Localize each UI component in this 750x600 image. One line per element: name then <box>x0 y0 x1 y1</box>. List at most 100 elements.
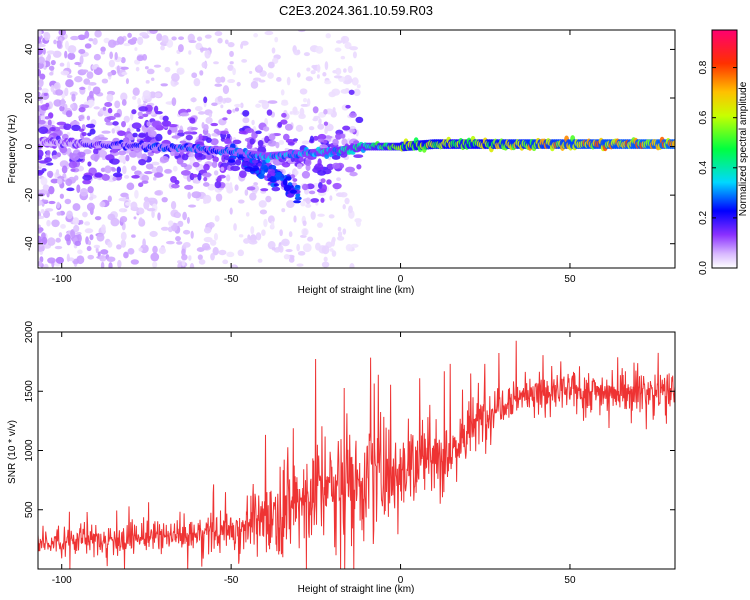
spectrogram-cell <box>120 231 127 241</box>
spectrogram-cell <box>38 30 42 37</box>
spectrogram-cell <box>87 161 92 167</box>
spectrogram-cell <box>164 169 172 174</box>
spectrogram-cell <box>78 106 86 113</box>
spectrogram-cell <box>293 49 301 56</box>
spectrogram-cell <box>121 71 128 76</box>
spectrogram-cell <box>89 90 94 99</box>
spectrogram-cell <box>348 89 355 95</box>
spectrogram-cell <box>125 78 129 85</box>
spectrogram-cell <box>71 124 81 132</box>
spectrogram-cell <box>132 95 137 100</box>
spectrogram-cell <box>120 66 129 70</box>
spectrogram-cell <box>40 208 45 214</box>
spectrogram-cell <box>78 114 85 120</box>
snr-y-tick-label: 1000 <box>24 439 35 462</box>
spectrogram-cell <box>138 158 147 166</box>
spectrogram-cell <box>259 209 268 215</box>
spectrogram-cell <box>80 187 88 197</box>
spectrogram-cell <box>340 55 346 60</box>
spectrogram-y-tick-label: 0 <box>24 143 35 149</box>
spectrogram-cell <box>146 208 156 212</box>
spectrogram-cell <box>193 78 201 87</box>
spectrogram-x-label: Height of straight line (km) <box>298 285 415 296</box>
spectrogram-cell <box>230 165 241 172</box>
spectrogram-cell <box>342 228 347 235</box>
spectrogram-cell <box>155 172 164 178</box>
spectrogram-cell <box>264 135 270 144</box>
spectrogram-cell <box>161 196 168 203</box>
spectrogram-cell <box>213 233 219 241</box>
spectrogram-cell <box>332 138 339 146</box>
spectrogram-cell <box>323 121 329 126</box>
spectrogram-cell <box>130 165 137 171</box>
spectrogram-cell <box>38 260 43 267</box>
spectrogram-cell <box>70 168 76 172</box>
spectrogram-cell <box>112 176 117 182</box>
spectrogram-cell <box>229 207 233 215</box>
colorbar: 0.0 0.2 0.4 0.6 0.8 Normalized spectral ampl… <box>698 29 749 275</box>
spectrogram-cell <box>203 226 212 234</box>
spectrogram-cell <box>266 109 273 116</box>
spectrogram-cell <box>342 125 351 131</box>
spectrogram-cell <box>324 80 332 85</box>
spectrogram-cell <box>96 233 105 242</box>
spectrogram-cell <box>86 115 91 121</box>
spectrogram-cell <box>274 36 279 43</box>
spectrogram-cell <box>220 104 224 109</box>
spectrogram-cell <box>59 160 69 168</box>
spectrogram-cell <box>342 36 346 45</box>
spectrogram-cell <box>50 59 56 66</box>
spectrogram-cell <box>159 156 170 163</box>
spectrogram-cell <box>220 130 229 135</box>
spectrogram-cell <box>279 229 283 237</box>
spectrogram-cell <box>201 243 211 250</box>
spectrogram-cell <box>265 195 272 203</box>
spectrogram-cell <box>157 212 161 221</box>
spectrogram-cell <box>105 121 114 126</box>
spectrogram-cell <box>98 137 109 141</box>
spectrogram-cell <box>38 224 41 229</box>
spectrogram-cell <box>132 87 140 96</box>
spectrogram-cell <box>244 189 249 196</box>
spectrogram-cell <box>189 262 195 268</box>
spectrogram-cell <box>292 178 298 182</box>
spectrogram-cell <box>94 30 102 38</box>
spectrogram-cell <box>39 73 46 80</box>
spectrogram-cell <box>51 219 60 228</box>
spectrogram-cell <box>155 133 163 142</box>
spectrogram-cell <box>90 153 100 161</box>
spectrogram-cell <box>48 65 55 71</box>
spectrogram-cell <box>138 133 146 138</box>
spectrogram-cell <box>321 261 330 268</box>
spectrogram-cell <box>118 155 127 163</box>
spectrogram-cell <box>60 70 70 76</box>
spectrogram-cell <box>331 88 341 96</box>
spectrogram-cell <box>317 123 325 130</box>
spectrogram-cell <box>60 98 66 107</box>
spectrogram-cell <box>199 47 209 51</box>
spectrogram-cell <box>267 61 275 69</box>
spectrogram-cell <box>38 171 43 176</box>
spectrogram-cell <box>93 67 103 76</box>
spectrogram-cell <box>138 115 144 119</box>
spectrogram-cell <box>289 189 298 194</box>
spectrogram-cell <box>267 140 277 147</box>
spectrogram-cell <box>285 176 292 181</box>
spectrogram-cell <box>347 65 353 74</box>
spectrogram-cell <box>343 68 347 73</box>
spectrogram-cell <box>322 72 327 77</box>
spectrogram-cell <box>82 174 93 181</box>
spectrogram-cell <box>87 240 92 246</box>
spectrogram-cell <box>241 160 248 167</box>
spectrogram-cell <box>135 66 140 72</box>
spectrogram-cell <box>151 166 158 174</box>
spectrogram-cell <box>171 97 177 107</box>
spectrogram-cell <box>280 119 288 125</box>
spectrogram-cell <box>241 58 248 63</box>
spectrogram-cell <box>325 135 333 139</box>
spectrogram-cell <box>58 232 63 238</box>
spectrogram-cell <box>182 211 187 221</box>
spectrogram-cell <box>77 249 83 255</box>
spectrogram-cell <box>203 163 210 171</box>
spectrogram-cell <box>192 161 200 168</box>
